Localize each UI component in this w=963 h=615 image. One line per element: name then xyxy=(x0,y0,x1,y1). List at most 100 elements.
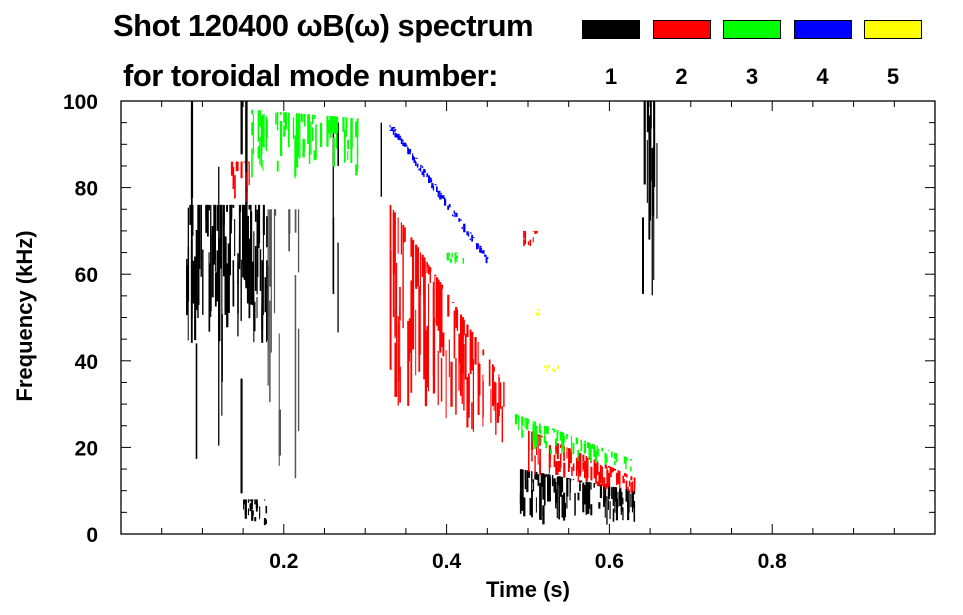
spectral-mark-mode-2 xyxy=(466,377,469,428)
spectral-mark-mode-3 xyxy=(331,116,334,133)
spectral-mark-mode-1 xyxy=(222,212,225,277)
spectral-mark-mode-3 xyxy=(562,441,565,453)
spectral-mark-mode-2 xyxy=(482,349,485,356)
spectral-mark-mode-3 xyxy=(545,441,548,449)
spectral-mark-mode-3 xyxy=(451,252,453,258)
spectral-mark-mode-4 xyxy=(426,173,429,177)
spectral-mark-mode-2 xyxy=(412,239,415,350)
spectral-mark-mode-3 xyxy=(604,452,606,465)
spectral-mark-mode-2 xyxy=(389,249,392,370)
spectral-mark-mode-5 xyxy=(536,312,538,316)
spectral-mark-mode-3 xyxy=(350,122,353,163)
spectral-mark-mode-1 xyxy=(583,485,586,505)
spectral-mark-mode-4 xyxy=(487,256,489,259)
spectral-mark-mode-3 xyxy=(307,114,310,144)
spectral-mark-mode-3 xyxy=(538,426,541,434)
spectral-mark-mode-1 xyxy=(265,505,268,514)
spectral-mark-mode-2 xyxy=(397,217,399,254)
spectral-mark-mode-2 xyxy=(593,459,596,479)
spectral-mark-mode-1 xyxy=(249,499,251,502)
spectral-mark-mode-1 xyxy=(186,265,189,316)
spectral-mark-mode-3 xyxy=(614,452,617,460)
spectral-mark-mode-3 xyxy=(588,442,590,445)
y-tick-label: 40 xyxy=(75,351,98,374)
spectral-mark-mode-1 xyxy=(580,480,583,483)
spectral-mark-mode-1 xyxy=(555,489,558,503)
legend-swatch-mode-5 xyxy=(864,20,922,39)
spectral-mark-mode-3 xyxy=(630,466,632,472)
spectral-mark-mode-1 xyxy=(189,204,191,225)
spectral-mark-mode-2 xyxy=(437,279,440,292)
spectral-mark-mode-1 xyxy=(206,204,209,237)
spectral-mark-mode-1 xyxy=(523,497,526,517)
spectral-mark-mode-2 xyxy=(596,481,599,486)
spectral-mark-mode-2 xyxy=(585,464,588,482)
spectral-mark-mode-4 xyxy=(415,161,417,166)
spectral-mark-mode-3 xyxy=(561,449,563,455)
spectral-mark-mode-1 xyxy=(200,204,202,277)
spectral-mark-mode-2 xyxy=(418,288,421,372)
legend-swatch-mode-4 xyxy=(793,20,852,39)
spectral-mark-mode-1 xyxy=(242,204,244,242)
y-tick-label: 20 xyxy=(75,437,98,460)
spectral-mark-mode-1 xyxy=(226,274,229,328)
spectral-mark-mode-2 xyxy=(560,453,562,468)
spectral-mark-mode-3 xyxy=(299,113,301,159)
spectral-mark-mode-3 xyxy=(259,110,262,127)
spectral-mark-mode-1 xyxy=(585,481,588,496)
spectral-mark-mode-1 xyxy=(650,101,652,182)
spectral-mark-mode-2 xyxy=(434,274,437,276)
spectral-mark-mode-3 xyxy=(336,116,338,149)
spectral-mark-mode-3 xyxy=(586,442,589,448)
spectral-mark-mode-2 xyxy=(469,329,472,374)
spectral-mark-mode-1 xyxy=(240,101,243,155)
spectral-mark-mode-2 xyxy=(447,294,450,317)
spectral-mark-mode-4 xyxy=(460,219,462,221)
x-tick-label: 0.6 xyxy=(595,550,624,573)
spectral-mark-mode-2 xyxy=(235,161,238,172)
spectral-mark-mode-1 xyxy=(593,483,595,488)
spectral-mark-mode-1 xyxy=(294,209,297,233)
spectral-mark-mode-1 xyxy=(288,209,291,234)
spectral-mark-mode-2 xyxy=(407,321,410,406)
spectral-mark-mode-1 xyxy=(245,101,248,192)
spectral-mark-mode-4 xyxy=(452,214,454,217)
spectral-mark-mode-1 xyxy=(234,219,236,256)
spectral-mark-mode-2 xyxy=(437,279,440,331)
spectral-mark-mode-2 xyxy=(628,480,631,487)
spectral-mark-mode-4 xyxy=(484,254,486,257)
spectral-mark-mode-2 xyxy=(450,361,453,407)
spectral-mark-mode-4 xyxy=(394,132,397,138)
spectral-mark-mode-2 xyxy=(232,167,235,190)
spectral-mark-mode-1 xyxy=(631,491,634,509)
spectral-mark-mode-4 xyxy=(453,210,455,213)
spectral-mark-mode-2 xyxy=(534,230,537,234)
spectral-mark-mode-3 xyxy=(312,114,314,125)
spectral-mark-mode-3 xyxy=(625,461,627,470)
spectral-mark-mode-4 xyxy=(471,234,474,239)
spectral-mark-mode-2 xyxy=(532,230,534,232)
spectral-mark-mode-4 xyxy=(389,129,392,131)
spectral-mark-mode-3 xyxy=(526,418,529,430)
spectral-mark-mode-1 xyxy=(195,343,198,459)
spectral-mark-mode-1 xyxy=(270,209,272,353)
spectral-mark-mode-4 xyxy=(416,163,419,168)
y-tick-label: 0 xyxy=(86,524,98,547)
spectral-mark-mode-1 xyxy=(297,328,300,432)
spectral-mark-mode-3 xyxy=(514,418,518,425)
spectral-mark-mode-1 xyxy=(332,144,334,289)
spectral-mark-mode-3 xyxy=(606,456,608,462)
spectral-mark-mode-2 xyxy=(426,325,429,388)
spectral-mark-mode-1 xyxy=(258,204,260,249)
spectral-mark-mode-2 xyxy=(440,284,443,348)
spectral-mark-mode-4 xyxy=(428,175,430,178)
spectral-mark-mode-3 xyxy=(300,113,303,122)
spectral-mark-mode-1 xyxy=(187,207,189,272)
spectral-mark-mode-2 xyxy=(523,230,525,237)
spectral-mark-mode-2 xyxy=(434,274,436,323)
spectral-mark-mode-3 xyxy=(334,116,337,134)
spectral-mark-mode-1 xyxy=(587,483,590,514)
spectral-mark-mode-1 xyxy=(542,507,544,516)
spectral-mark-mode-1 xyxy=(579,480,581,484)
spectral-mark-mode-2 xyxy=(595,463,598,476)
